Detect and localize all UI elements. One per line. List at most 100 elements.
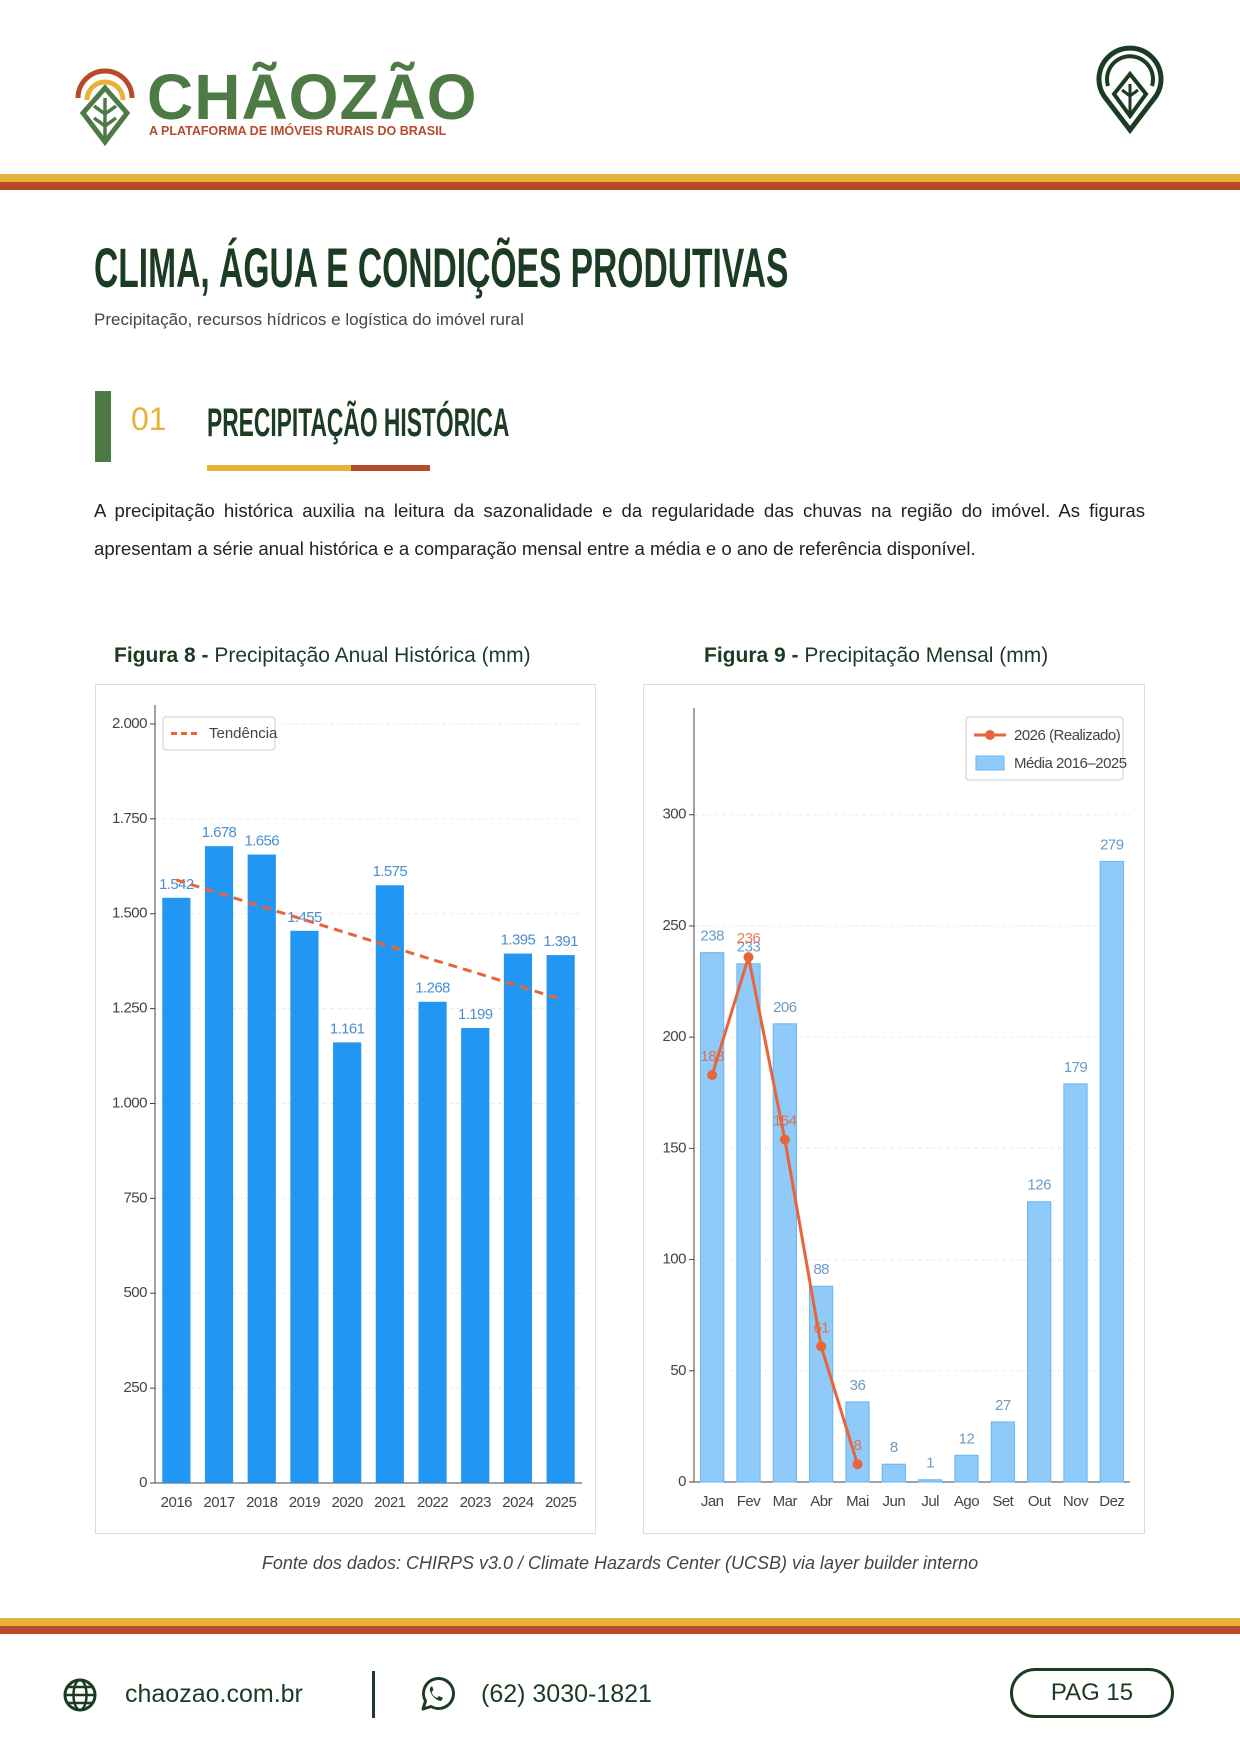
legend-label: 2026 (Realizado) bbox=[1014, 727, 1121, 744]
x-tick-label: Abr bbox=[810, 1493, 832, 1510]
line-point bbox=[743, 952, 754, 963]
underline-yellow bbox=[207, 465, 351, 471]
line-point bbox=[707, 1069, 718, 1080]
figure-label: Figura 8 - bbox=[114, 644, 209, 667]
legend-box bbox=[162, 716, 276, 751]
x-tick-label: Nov bbox=[1063, 1493, 1089, 1510]
data-label: 36 bbox=[850, 1377, 866, 1394]
y-tick-label: 1.000 bbox=[112, 1094, 147, 1111]
bar bbox=[954, 1454, 979, 1483]
data-label: 88 bbox=[813, 1261, 829, 1278]
y-tick-label: 500 bbox=[123, 1284, 147, 1301]
chart: 0 50 100 150 200 250 300 Jan Fev Mar Abr Mai Jun Jul A… bbox=[662, 708, 1130, 1510]
data-label: 126 bbox=[1027, 1177, 1051, 1194]
line-point bbox=[816, 1341, 827, 1352]
bar bbox=[772, 1023, 797, 1483]
brand: CHÃOZÃO bbox=[147, 61, 478, 133]
data-label: 1.161 bbox=[330, 1020, 365, 1037]
page-number: PAG 15 bbox=[1010, 1668, 1174, 1718]
y-tick-label: 250 bbox=[123, 1379, 147, 1396]
logo-icon bbox=[75, 68, 135, 147]
trend-line bbox=[175, 878, 562, 1001]
data-label: 236 bbox=[737, 930, 761, 947]
phone[interactable]: (62) 3030-1821 bbox=[481, 1680, 652, 1708]
x-tick-label: 2017 bbox=[203, 1494, 235, 1511]
data-label: 1.656 bbox=[244, 832, 279, 849]
whatsapp-icon bbox=[421, 1677, 455, 1711]
y-tick-label: 0 bbox=[678, 1473, 686, 1490]
x-tick-label: Jun bbox=[882, 1493, 905, 1510]
chart: 0 250 500 750 1.000 1.250 1.500 1.750 2.000 2016 2… bbox=[112, 705, 582, 1511]
figure-title: Precipitação Mensal (mm) bbox=[804, 644, 1049, 667]
bar bbox=[1099, 860, 1124, 1483]
figure-title: Precipitação Anual Histórica (mm) bbox=[214, 644, 531, 667]
x-tick-label: Set bbox=[992, 1493, 1014, 1510]
x-tick-label: Dez bbox=[1099, 1493, 1124, 1510]
y-tick-label: 0 bbox=[139, 1474, 147, 1491]
data-label: 1.542 bbox=[159, 876, 194, 893]
data-label: 1.391 bbox=[543, 933, 578, 950]
x-tick-label: 2021 bbox=[374, 1494, 406, 1511]
page-subtitle: Precipitação, recursos hídricos e logíst… bbox=[94, 310, 524, 329]
legend-label: Tendência bbox=[209, 725, 278, 742]
line-point bbox=[779, 1134, 790, 1145]
bar bbox=[809, 1285, 834, 1483]
data-label: 1.268 bbox=[415, 980, 450, 997]
data-label: 12 bbox=[959, 1430, 975, 1447]
section-bar bbox=[95, 391, 111, 462]
bar bbox=[247, 854, 276, 1483]
x-tick-label: 2022 bbox=[417, 1494, 449, 1511]
bar bbox=[461, 1027, 490, 1483]
data-label: 183 bbox=[700, 1048, 724, 1065]
data-label: 1.199 bbox=[458, 1006, 493, 1023]
y-tick-label: 200 bbox=[662, 1028, 686, 1045]
data-label: 154 bbox=[773, 1112, 797, 1129]
globe-icon bbox=[63, 1678, 97, 1712]
y-tick-label: 50 bbox=[670, 1362, 686, 1379]
x-tick-label: Fev bbox=[737, 1493, 762, 1510]
bar bbox=[1027, 1201, 1052, 1483]
data-label: 8 bbox=[854, 1437, 862, 1454]
figure-caption: Figura 8 - Precipitação Anual Histórica … bbox=[114, 644, 531, 668]
header-stripe-red bbox=[0, 182, 1240, 190]
bar bbox=[546, 955, 575, 1483]
bar bbox=[418, 1001, 447, 1483]
chart-frame: 0 50 100 150 200 250 300 Jan Fev Mar Abr Mai Jun Jul A… bbox=[643, 684, 1145, 1534]
bar bbox=[845, 1401, 870, 1483]
legend-label: Média 2016–2025 bbox=[1014, 755, 1127, 772]
x-tick-label: Jan bbox=[701, 1493, 724, 1510]
x-tick-label: 2016 bbox=[161, 1494, 193, 1511]
data-label: 279 bbox=[1100, 836, 1124, 853]
bar bbox=[375, 885, 404, 1483]
data-label: 233 bbox=[737, 939, 761, 956]
data-label: 206 bbox=[773, 999, 797, 1016]
data-label: 1.575 bbox=[373, 863, 408, 880]
underline-red bbox=[351, 465, 430, 471]
bar bbox=[1063, 1083, 1088, 1483]
x-tick-label: 2025 bbox=[545, 1494, 577, 1511]
y-tick-label: 150 bbox=[662, 1139, 686, 1156]
source-note: Fonte dos dados: CHIRPS v3.0 / Climate H… bbox=[261, 1553, 979, 1573]
y-tick-label: 750 bbox=[123, 1189, 147, 1206]
bar bbox=[333, 1042, 362, 1483]
y-tick-label: 1.500 bbox=[112, 905, 147, 922]
x-tick-label: 2019 bbox=[289, 1494, 321, 1511]
bar bbox=[204, 846, 234, 1483]
bar bbox=[990, 1421, 1015, 1483]
footer-divider bbox=[372, 1671, 375, 1718]
bar bbox=[881, 1463, 906, 1483]
website[interactable]: chaozao.com.br bbox=[125, 1680, 303, 1708]
data-label: 1 bbox=[926, 1455, 934, 1472]
bar bbox=[736, 963, 761, 1483]
data-label: 61 bbox=[813, 1319, 829, 1336]
data-label: 8 bbox=[890, 1439, 898, 1456]
y-tick-label: 2.000 bbox=[112, 715, 147, 732]
legend-swatch bbox=[975, 755, 1005, 771]
legend-box bbox=[965, 716, 1124, 781]
bar bbox=[290, 930, 319, 1483]
x-tick-label: 2023 bbox=[460, 1494, 492, 1511]
footer-stripe-yellow bbox=[0, 1618, 1240, 1626]
data-label: 238 bbox=[700, 928, 724, 945]
section-heading: PRECIPITAÇÃO HISTÓRICA bbox=[207, 401, 510, 445]
